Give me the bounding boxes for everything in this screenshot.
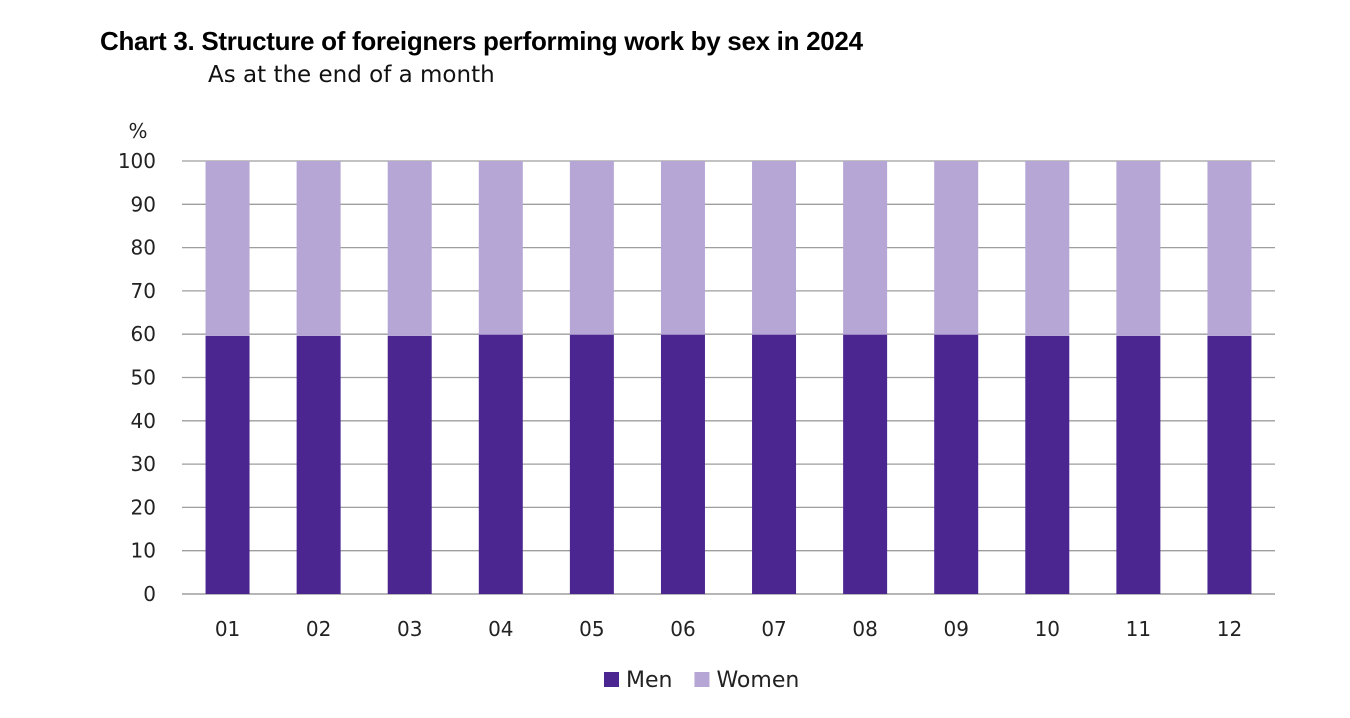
bar-women-04 [478, 161, 523, 335]
y-axis-unit: % [128, 119, 147, 143]
bar-men-09 [934, 334, 979, 594]
x-tick-label: 04 [488, 617, 513, 641]
legend-label-women: Women [716, 668, 799, 693]
bar-women-06 [660, 161, 705, 335]
bar-men-07 [752, 334, 797, 594]
legend: Men Women [604, 668, 799, 693]
chart-title: Chart 3. Structure of foreigners perform… [100, 26, 863, 56]
x-tick-label: 01 [215, 617, 240, 641]
y-tick-label: 20 [131, 495, 156, 519]
bar-women-11 [1116, 161, 1161, 336]
bar-men-10 [1025, 335, 1070, 594]
y-tick-label: 70 [131, 279, 156, 303]
bar-women-08 [843, 161, 888, 335]
x-tick-label: 12 [1217, 617, 1242, 641]
legend-label-men: Men [626, 668, 672, 693]
bar-women-10 [1025, 161, 1070, 336]
bar-women-09 [934, 161, 979, 335]
x-tick-label: 07 [761, 617, 786, 641]
y-tick-label: 10 [131, 539, 156, 563]
bars [205, 161, 1252, 594]
x-tick-label: 05 [579, 617, 604, 641]
x-tick-label: 03 [397, 617, 422, 641]
y-tick-label: 40 [131, 409, 156, 433]
bar-women-07 [752, 161, 797, 335]
x-tick-label: 11 [1126, 617, 1151, 641]
gridlines [182, 160, 1275, 595]
y-tick-label: 80 [131, 236, 156, 260]
bar-men-06 [660, 334, 705, 594]
bar-men-08 [843, 334, 888, 594]
y-tick-label: 100 [118, 149, 156, 173]
bar-men-11 [1116, 335, 1161, 594]
legend-swatch-women [694, 672, 710, 687]
x-tick-label: 08 [852, 617, 877, 641]
bar-women-03 [387, 161, 432, 336]
y-tick-label: 0 [143, 582, 156, 606]
y-tick-label: 50 [131, 366, 156, 390]
bar-women-02 [296, 161, 341, 336]
y-axis: % 0 10 20 30 40 50 60 70 80 90 100 [118, 119, 156, 606]
y-tick-label: 60 [131, 322, 156, 346]
y-tick-label: 90 [131, 192, 156, 216]
bar-men-12 [1207, 335, 1252, 594]
bar-women-12 [1207, 161, 1252, 336]
x-tick-label: 06 [670, 617, 695, 641]
bar-men-04 [478, 334, 523, 594]
bar-men-01 [205, 335, 250, 594]
x-axis: 01 02 03 04 05 06 07 08 09 10 11 12 [215, 617, 1242, 641]
bar-women-05 [569, 161, 614, 335]
bar-women-01 [205, 161, 250, 336]
bar-men-02 [296, 335, 341, 594]
bar-men-03 [387, 335, 432, 594]
chart-subtitle: As at the end of a month [208, 62, 495, 88]
x-tick-label: 09 [943, 617, 968, 641]
x-tick-label: 02 [306, 617, 331, 641]
bar-men-05 [569, 334, 614, 594]
legend-swatch-men [604, 672, 619, 687]
y-tick-label: 30 [131, 452, 156, 476]
x-tick-label: 10 [1035, 617, 1060, 641]
